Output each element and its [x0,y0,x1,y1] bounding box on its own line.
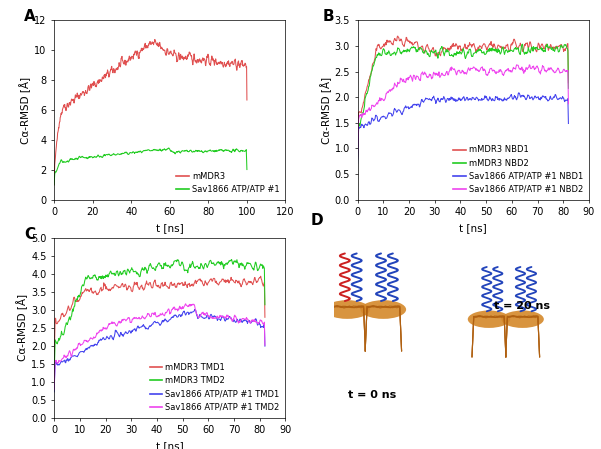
Legend: mMDR3 NBD1, mMDR3 NBD2, Sav1866 ATP/ATP #1 NBD1, Sav1866 ATP/ATP #1 NBD2: mMDR3 NBD1, mMDR3 NBD2, Sav1866 ATP/ATP … [451,144,585,196]
Ellipse shape [325,300,370,319]
Y-axis label: Cα-RMSD [Å]: Cα-RMSD [Å] [19,76,31,144]
Text: t = 20 ns: t = 20 ns [494,301,550,312]
X-axis label: t [ns]: t [ns] [156,223,184,233]
Ellipse shape [468,311,510,328]
Legend: mMDR3 TMD1, mMDR3 TMD2, Sav1866 ATP/ATP #1 TMD1, Sav1866 ATP/ATP #1 TMD2: mMDR3 TMD1, mMDR3 TMD2, Sav1866 ATP/ATP … [148,361,281,414]
Ellipse shape [501,311,544,328]
Y-axis label: Cα-RMSD [Å]: Cα-RMSD [Å] [320,76,332,144]
X-axis label: t [ns]: t [ns] [156,441,184,449]
Text: t = 0 ns: t = 0 ns [348,390,397,400]
Text: C: C [24,227,35,242]
Legend: mMDR3, Sav1866 ATP/ATP #1: mMDR3, Sav1866 ATP/ATP #1 [174,170,281,196]
X-axis label: t [ns]: t [ns] [459,223,487,233]
Text: D: D [310,213,323,228]
Ellipse shape [361,300,406,319]
Text: A: A [24,9,36,24]
Y-axis label: Cα-RMSD [Å]: Cα-RMSD [Å] [16,294,28,361]
Text: B: B [323,9,335,24]
